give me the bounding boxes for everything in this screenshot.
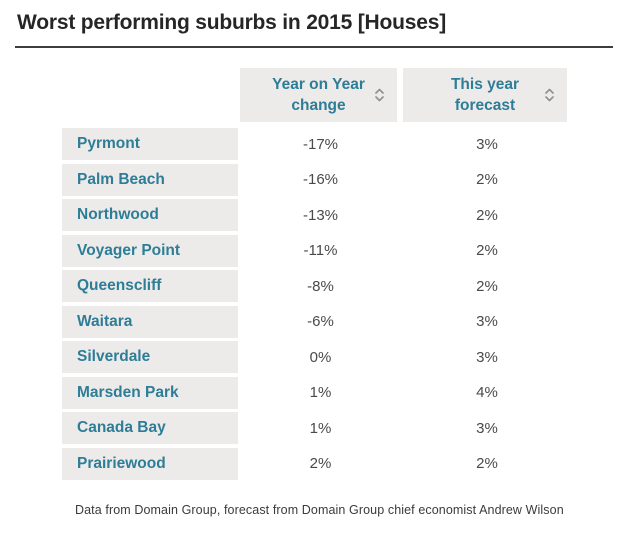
yoy-change-cell: 0% [309,348,332,366]
yoy-change-cell: -17% [302,135,339,153]
yoy-change-cell: 2% [309,455,332,472]
sort-updown-icon[interactable] [375,88,384,102]
yoy-change-cell: 1% [309,384,332,401]
suburb-name-cell: Voyager Point [62,234,238,267]
column-header-yoy-change[interactable]: Year on Year change [240,68,397,122]
forecast-cell: 2% [476,277,498,295]
suburb-name-cell: Silverdale [62,341,238,373]
source-note: Data from Domain Group, forecast from Do… [75,503,564,517]
forecast-cell: 3% [476,348,498,366]
forecast-cell: 2% [476,455,498,472]
suburb-name-cell: Pyrmont [62,128,238,160]
forecast-cell: 2% [476,206,498,224]
suburb-name-cell: Northwood [62,199,238,231]
forecast-cell: 4% [476,384,498,401]
forecast-cell: 3% [476,419,498,437]
table-row: Pyrmont -17% 3% [0,128,624,160]
yoy-change-cell: 1% [309,419,332,437]
table-row: Marsden Park 1% 4% [0,376,624,409]
table-row: Voyager Point -11% 2% [0,234,624,267]
forecast-cell: 2% [476,242,498,259]
page-title: Worst performing suburbs in 2015 [Houses… [17,11,446,34]
column-header-label: This year forecast [450,76,520,114]
forecast-cell: 2% [476,171,498,188]
yoy-change-cell: -11% [303,242,338,259]
suburb-name-cell: Waitara [62,305,238,338]
table-row: Palm Beach -16% 2% [0,163,624,196]
title-underline [15,46,613,48]
table-row: Queenscliff -8% 2% [0,270,624,302]
suburb-name-cell: Queenscliff [62,270,238,302]
table-row: Northwood -13% 2% [0,199,624,231]
table-row: Silverdale 0% 3% [0,341,624,373]
yoy-change-cell: -8% [307,277,334,295]
table-row: Waitara -6% 3% [0,305,624,338]
forecast-cell: 3% [476,313,498,330]
suburb-name-cell: Palm Beach [62,163,238,196]
suburb-name-cell: Canada Bay [62,412,238,444]
yoy-change-cell: -13% [302,206,339,224]
column-header-forecast[interactable]: This year forecast [403,68,567,122]
yoy-change-cell: -16% [302,171,339,188]
suburb-name-cell: Prairiewood [62,447,238,480]
forecast-cell: 3% [476,135,498,153]
table-row: Canada Bay 1% 3% [0,412,624,444]
suburb-name-cell: Marsden Park [62,376,238,409]
suburbs-table-body: Pyrmont -17% 3% Palm Beach -16% 2% Northwood -1… [0,128,624,480]
column-header-label: Year on Year change [272,76,365,114]
sort-updown-icon[interactable] [545,88,554,102]
table-row: Prairiewood 2% 2% [0,447,624,480]
yoy-change-cell: -6% [307,313,334,330]
